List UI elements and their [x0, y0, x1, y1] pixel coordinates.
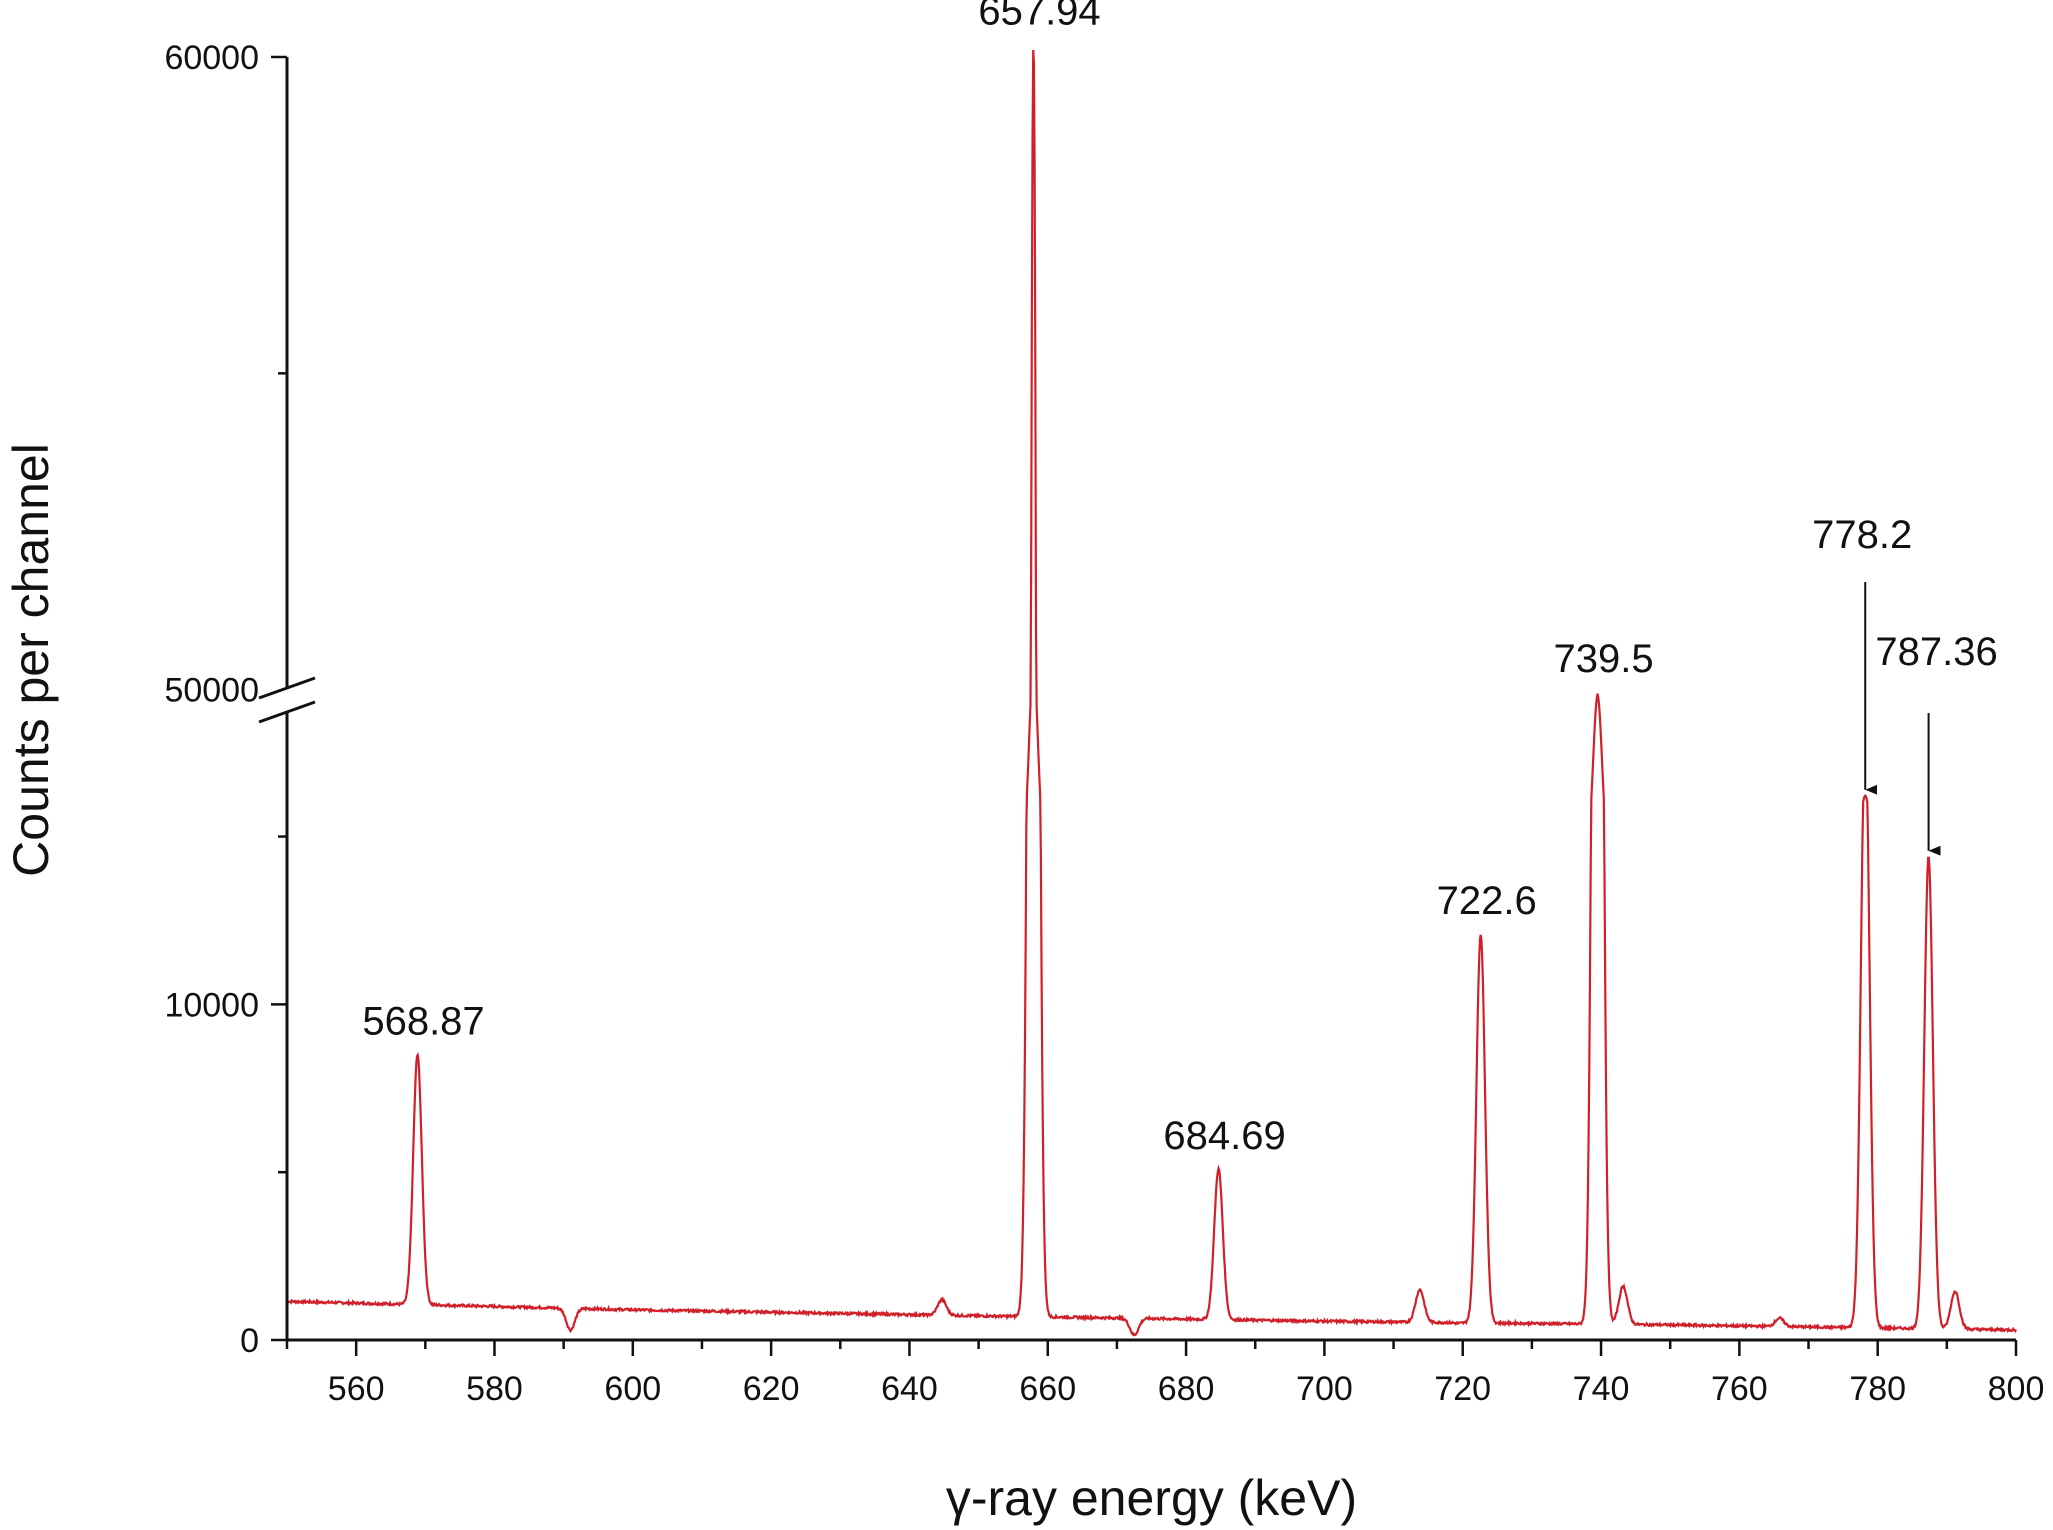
- y-axis-title: Counts per channel: [3, 443, 59, 877]
- peak-label: 684.69: [1163, 1114, 1285, 1158]
- spectrum-line: [286, 49, 2017, 1337]
- peak-label: 787.36: [1875, 630, 1997, 674]
- x-tick-label: 560: [328, 1370, 385, 1408]
- x-tick-label: 780: [1849, 1370, 1906, 1408]
- x-tick-label: 760: [1711, 1370, 1768, 1408]
- peak-label: 778.2: [1812, 513, 1912, 557]
- x-tick-label: 580: [466, 1370, 523, 1408]
- x-tick-label: 680: [1158, 1370, 1215, 1408]
- peak-label: 568.87: [362, 1000, 484, 1044]
- peak-labels: 568.87 657.94 684.69 722.6 739.5 778.2 787.36: [362, 0, 1997, 1158]
- axis-break-mark-top: [258, 676, 316, 700]
- x-tick-label: 660: [1019, 1370, 1076, 1408]
- x-tick-label: 700: [1296, 1370, 1353, 1408]
- x-tick-label: 600: [604, 1370, 661, 1408]
- axis-break-gap: [257, 689, 317, 711]
- x-tick-label: 640: [881, 1370, 938, 1408]
- peak-label: 657.94: [978, 0, 1100, 33]
- y-tick-label: 50000: [164, 672, 259, 710]
- axes: 560 580 600 620 640 660 680 700 720 740 760 780 800 0…: [164, 39, 2044, 1408]
- x-tick-label: 620: [743, 1370, 800, 1408]
- x-axis-title: γ-ray energy (keV): [946, 1470, 1357, 1526]
- axis-break-mark-bottom: [258, 700, 316, 724]
- peak-label: 739.5: [1554, 637, 1654, 681]
- x-tick-label: 800: [1988, 1370, 2045, 1408]
- y-tick-label: 0: [240, 1322, 259, 1360]
- y-tick-label: 10000: [164, 986, 259, 1024]
- plot-area: [286, 49, 2017, 1337]
- y-tick-label: 60000: [164, 39, 259, 77]
- x-tick-label: 740: [1573, 1370, 1630, 1408]
- peak-label: 722.6: [1437, 879, 1537, 923]
- x-tick-label: 720: [1434, 1370, 1491, 1408]
